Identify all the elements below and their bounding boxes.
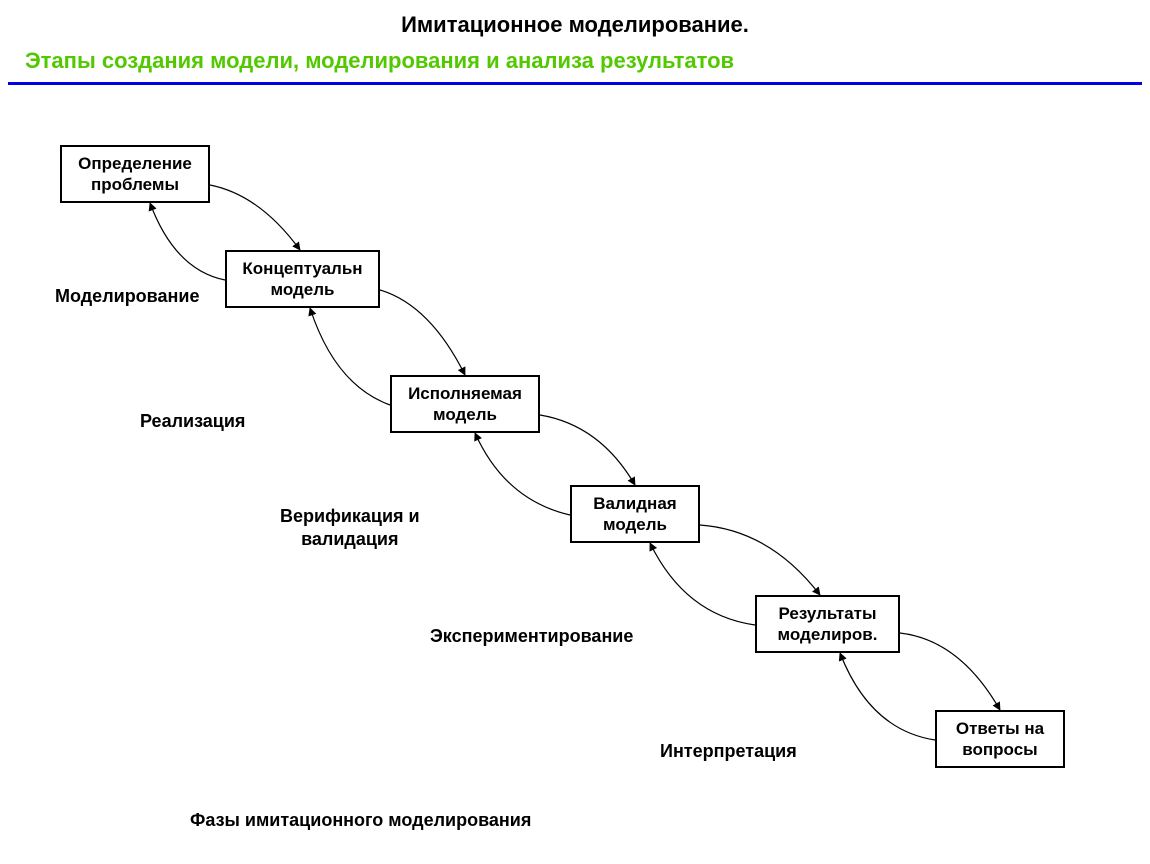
stage-label-2: Верификация ивалидация	[280, 505, 420, 550]
flow-node-label: Концептуальнмодель	[242, 258, 362, 301]
flow-node-n4: Валиднаямодель	[570, 485, 700, 543]
flow-node-label: Валиднаямодель	[593, 493, 676, 536]
diagram-caption: Фазы имитационного моделирования	[190, 810, 531, 831]
flow-node-label: Результатымоделиров.	[778, 603, 878, 646]
edge-8	[900, 633, 1000, 710]
flow-node-n6: Ответы навопросы	[935, 710, 1065, 768]
stage-label-3: Экспериментирование	[430, 625, 633, 648]
edge-5	[475, 433, 570, 515]
flow-node-label: Ответы навопросы	[956, 718, 1044, 761]
flow-node-n5: Результатымоделиров.	[755, 595, 900, 653]
edge-2	[380, 290, 465, 375]
edge-3	[310, 308, 390, 405]
stage-label-0: Моделирование	[55, 285, 199, 308]
edge-7	[650, 543, 755, 625]
stage-label-4: Интерпретация	[660, 740, 797, 763]
edge-0	[210, 185, 300, 250]
flowchart-diagram: Определениепроблемы Концептуальнмодель Исп…	[0, 85, 1150, 845]
edge-1	[150, 203, 225, 280]
flow-node-label: Определениепроблемы	[78, 153, 192, 196]
flow-node-label: Исполняемаямодель	[408, 383, 522, 426]
flow-node-n2: Концептуальнмодель	[225, 250, 380, 308]
flow-node-n3: Исполняемаямодель	[390, 375, 540, 433]
slide-title: Имитационное моделирование.	[0, 12, 1150, 38]
flow-node-n1: Определениепроблемы	[60, 145, 210, 203]
edge-6	[700, 525, 820, 595]
stage-label-1: Реализация	[140, 410, 245, 433]
edge-4	[540, 415, 635, 485]
edge-9	[840, 653, 935, 740]
slide-subtitle: Этапы создания модели, моделирования и а…	[0, 48, 1150, 74]
